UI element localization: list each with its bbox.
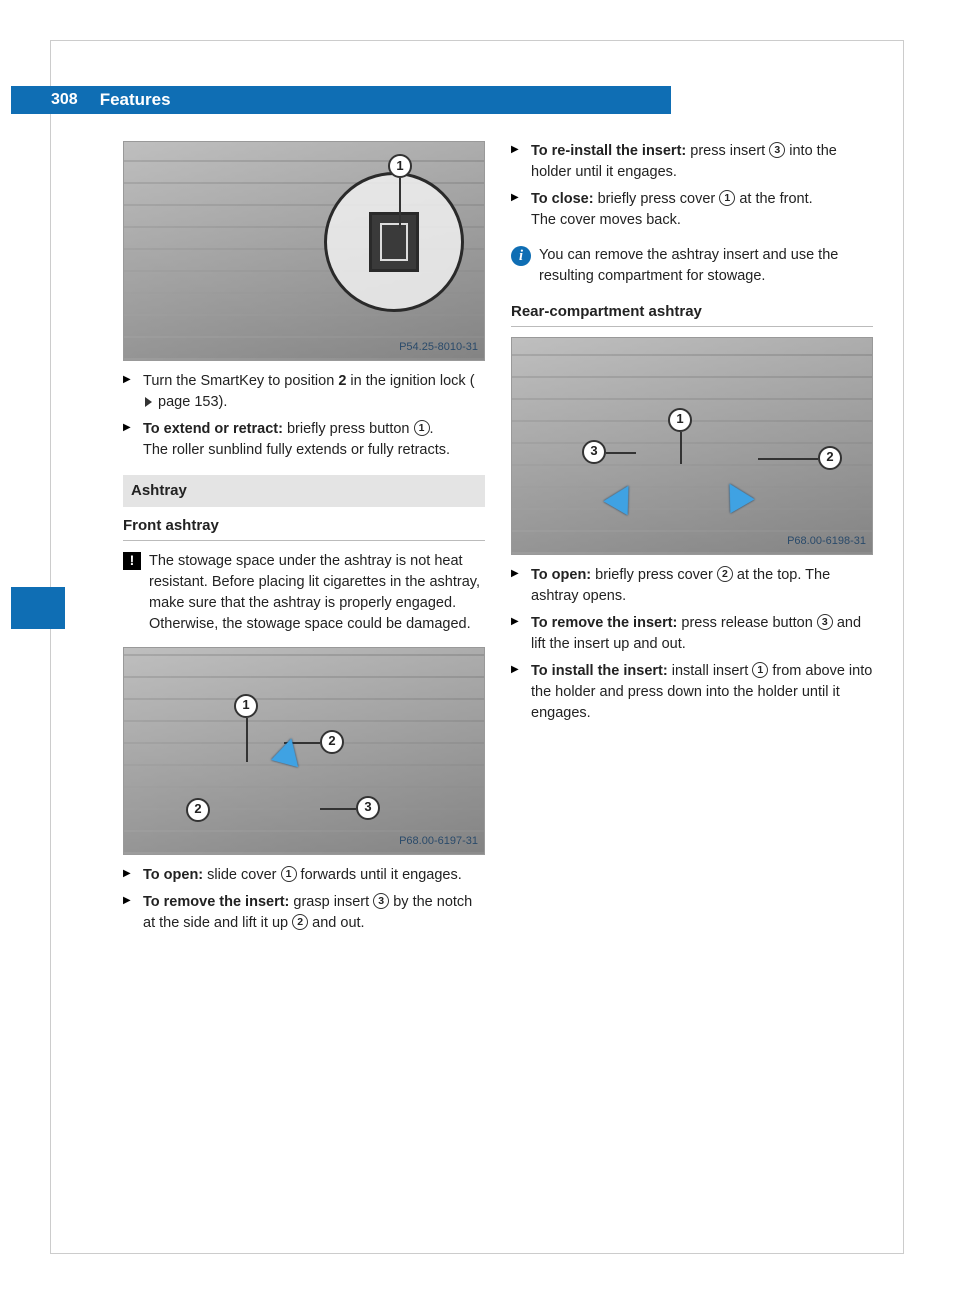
figure-id: P68.00-6198-31 bbox=[787, 534, 866, 550]
button-icon bbox=[369, 212, 419, 272]
callout-line bbox=[606, 452, 636, 454]
figure-id: P68.00-6197-31 bbox=[399, 834, 478, 850]
ref-number: 1 bbox=[719, 190, 735, 206]
text: The cover moves back. bbox=[531, 212, 681, 228]
ref-number: 1 bbox=[752, 662, 768, 678]
text: press release button bbox=[677, 615, 816, 631]
text: press insert bbox=[686, 143, 769, 159]
text: forwards until it engages. bbox=[297, 867, 462, 883]
callout-3: 3 bbox=[356, 796, 380, 820]
ref-number: 3 bbox=[817, 614, 833, 630]
figure-front-ashtray: 1 2 2 3 P68.00-6197-31 bbox=[123, 647, 485, 855]
text: briefly press button bbox=[283, 421, 414, 437]
text: briefly press cover bbox=[594, 191, 720, 207]
text-bold: To re-install the insert: bbox=[531, 143, 686, 159]
callout-2: 2 bbox=[818, 446, 842, 470]
text: . bbox=[430, 421, 434, 437]
figure-sunblind-button: 1 P54.25-8010-31 bbox=[123, 141, 485, 361]
callout-line bbox=[680, 432, 682, 464]
page-number: 308 bbox=[11, 86, 88, 114]
callout-1: 1 bbox=[388, 154, 412, 178]
steps-rear-ashtray: To open: briefly press cover 2 at the to… bbox=[511, 565, 873, 724]
text: The roller sunblind fully extends or ful… bbox=[143, 442, 450, 458]
steps-sunblind: Turn the SmartKey to position 2 in the i… bbox=[123, 371, 485, 461]
side-tab-block bbox=[11, 587, 65, 629]
column-right: To re-install the insert: press insert 3… bbox=[511, 141, 873, 1223]
section-heading-ashtray: Ashtray bbox=[123, 475, 485, 507]
info-block: i You can remove the ashtray insert and … bbox=[511, 245, 873, 287]
step-item: To remove the insert: press release butt… bbox=[511, 613, 873, 655]
warning-icon: ! bbox=[123, 552, 141, 570]
text: page 153). bbox=[154, 394, 227, 410]
arrow-icon bbox=[271, 734, 305, 766]
subheading-rear-ashtray: Rear-compartment ashtray bbox=[511, 301, 873, 327]
content-columns: 1 P54.25-8010-31 Turn the SmartKey to po… bbox=[123, 141, 873, 1223]
info-icon: i bbox=[511, 246, 531, 266]
text: at the front. bbox=[735, 191, 812, 207]
ref-number: 3 bbox=[769, 142, 785, 158]
callout-2: 2 bbox=[186, 798, 210, 822]
text: Turn the SmartKey to position bbox=[143, 373, 338, 389]
text-bold: To remove the insert: bbox=[143, 894, 289, 910]
callout-1: 1 bbox=[668, 408, 692, 432]
callout-1: 1 bbox=[234, 694, 258, 718]
column-left: 1 P54.25-8010-31 Turn the SmartKey to po… bbox=[123, 141, 485, 1223]
text: in the ignition lock ( bbox=[346, 373, 474, 389]
arrow-icon bbox=[603, 479, 640, 516]
warning-text: The stowage space under the ashtray is n… bbox=[149, 553, 480, 632]
page-frame: 308 Features Stowage and features 1 P54.… bbox=[50, 40, 904, 1254]
text-bold: To close: bbox=[531, 191, 594, 207]
text: slide cover bbox=[203, 867, 280, 883]
callout-line bbox=[758, 458, 818, 460]
callout-3: 3 bbox=[582, 440, 606, 464]
text-bold: To install the insert: bbox=[531, 663, 668, 679]
step-item: To open: briefly press cover 2 at the to… bbox=[511, 565, 873, 607]
step-item: To open: slide cover 1 forwards until it… bbox=[123, 865, 485, 886]
callout-line bbox=[246, 718, 248, 762]
text: grasp insert bbox=[289, 894, 373, 910]
step-item: To extend or retract: briefly press butt… bbox=[123, 419, 485, 461]
zoom-circle bbox=[324, 172, 464, 312]
text-bold: To remove the insert: bbox=[531, 615, 677, 631]
ref-number: 1 bbox=[281, 866, 297, 882]
steps-reinstall-close: To re-install the insert: press insert 3… bbox=[511, 141, 873, 231]
ref-number: 2 bbox=[292, 914, 308, 930]
step-item: To install the insert: install insert 1 … bbox=[511, 661, 873, 724]
text: and out. bbox=[308, 915, 364, 931]
header-title: Features bbox=[88, 86, 671, 114]
step-item: To close: briefly press cover 1 at the f… bbox=[511, 189, 873, 231]
ref-number: 3 bbox=[373, 893, 389, 909]
step-item: Turn the SmartKey to position 2 in the i… bbox=[123, 371, 485, 413]
arrow-icon bbox=[717, 477, 754, 514]
step-item: To remove the insert: grasp insert 3 by … bbox=[123, 892, 485, 934]
ref-number: 2 bbox=[717, 566, 733, 582]
figure-rear-ashtray: 1 2 3 P68.00-6198-31 bbox=[511, 337, 873, 555]
steps-front-ashtray: To open: slide cover 1 forwards until it… bbox=[123, 865, 485, 934]
ref-number: 1 bbox=[414, 420, 430, 436]
text-bold: To extend or retract: bbox=[143, 421, 283, 437]
callout-line bbox=[320, 808, 356, 810]
text-bold: To open: bbox=[143, 867, 203, 883]
warning-block: ! The stowage space under the ashtray is… bbox=[123, 551, 485, 635]
callout-2: 2 bbox=[320, 730, 344, 754]
info-text: You can remove the ashtray insert and us… bbox=[539, 247, 838, 284]
step-item: To re-install the insert: press insert 3… bbox=[511, 141, 873, 183]
subheading-front-ashtray: Front ashtray bbox=[123, 515, 485, 541]
callout-line bbox=[399, 178, 401, 228]
text: install insert bbox=[668, 663, 753, 679]
ref-triangle-icon bbox=[145, 397, 152, 407]
figure-id: P54.25-8010-31 bbox=[399, 340, 478, 356]
text-bold: To open: bbox=[531, 567, 591, 583]
text: briefly press cover bbox=[591, 567, 717, 583]
page-header: 308 Features bbox=[51, 86, 671, 114]
